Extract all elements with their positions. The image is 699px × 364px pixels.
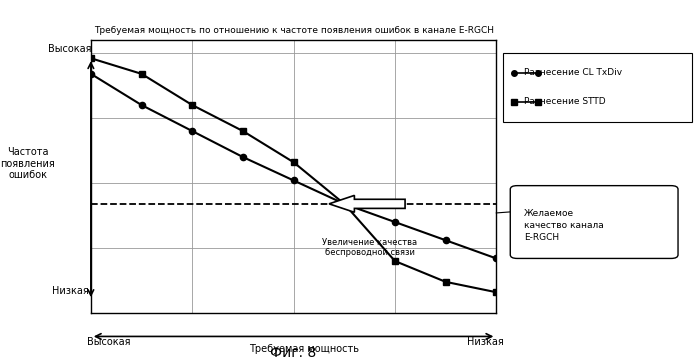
Text: Желаемое
качество канала
E-RGCH: Желаемое качество канала E-RGCH	[524, 209, 604, 242]
Text: Требуемая мощность: Требуемая мощность	[249, 344, 359, 355]
Text: Разнесение STTD: Разнесение STTD	[524, 98, 606, 106]
Разнесение CL TxDiv	[391, 220, 399, 224]
Text: Разнесение CL TxDiv: Разнесение CL TxDiv	[556, 61, 654, 70]
Разнесение STTD	[137, 72, 146, 76]
Разнесение STTD	[492, 290, 500, 294]
Разнесение STTD	[188, 103, 196, 107]
Разнесение CL TxDiv	[442, 238, 450, 242]
Разнесение CL TxDiv	[137, 103, 146, 107]
Text: Разнесение STTD: Разнесение STTD	[556, 98, 637, 106]
Разнесение STTD	[340, 202, 348, 206]
Title: Требуемая мощность по отношению к частоте появления ошибок в канале E-RGCH: Требуемая мощность по отношению к частот…	[94, 26, 493, 35]
Text: Низкая: Низкая	[52, 286, 88, 296]
Text: Разнесение CL TxDiv: Разнесение CL TxDiv	[524, 68, 622, 77]
Разнесение STTD	[87, 56, 95, 60]
Разнесение CL TxDiv	[188, 129, 196, 133]
Text: Высокая: Высокая	[87, 337, 130, 347]
Разнесение CL TxDiv	[87, 72, 95, 76]
Text: —■—: —■—	[517, 97, 535, 107]
FancyArrow shape	[329, 195, 405, 212]
Разнесение STTD	[391, 259, 399, 263]
Разнесение STTD	[442, 280, 450, 284]
Разнесение STTD	[289, 160, 298, 165]
Разнесение CL TxDiv	[238, 155, 247, 159]
Line: Разнесение CL TxDiv: Разнесение CL TxDiv	[88, 71, 499, 262]
Text: Высокая: Высокая	[48, 44, 92, 54]
Разнесение STTD	[238, 129, 247, 133]
Text: Фиг. 8: Фиг. 8	[271, 347, 317, 360]
Text: Увеличение качества
беспроводной связи: Увеличение качества беспроводной связи	[322, 238, 417, 257]
Разнесение CL TxDiv	[492, 256, 500, 261]
Line: Разнесение STTD: Разнесение STTD	[87, 55, 500, 296]
Text: Низкая: Низкая	[468, 337, 504, 347]
Text: Частота
появления
ошибок: Частота появления ошибок	[1, 147, 55, 181]
Text: —●—: —●—	[517, 60, 535, 71]
Разнесение CL TxDiv	[289, 178, 298, 183]
Разнесение CL TxDiv	[340, 202, 348, 206]
